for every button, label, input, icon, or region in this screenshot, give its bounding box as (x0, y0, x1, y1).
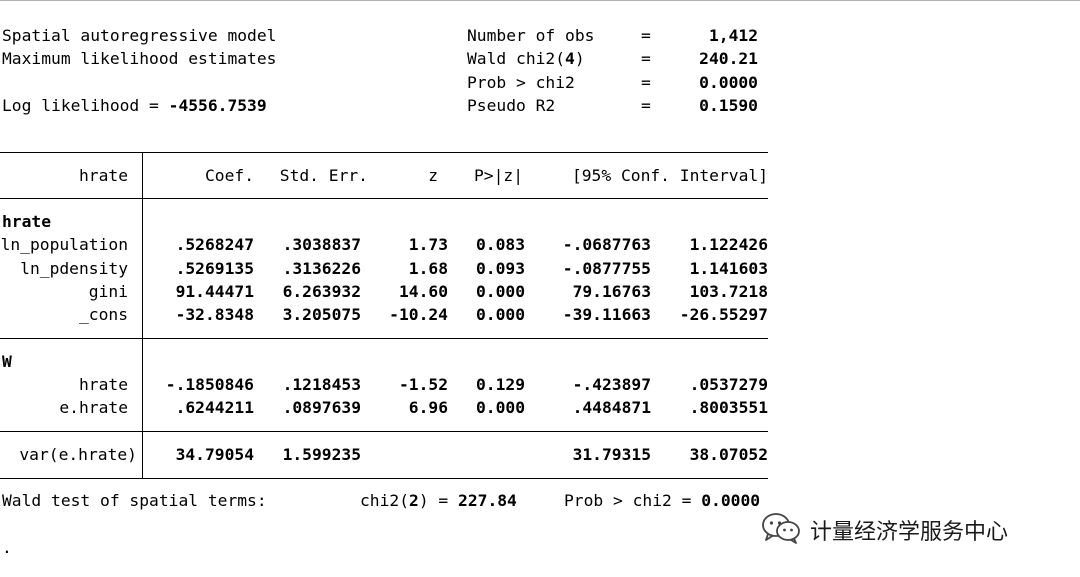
row-coef: .5269135 (175, 259, 254, 278)
table-bottom-rule (0, 478, 768, 479)
wald-test-chi2-close: ) = (418, 491, 459, 510)
command-prompt[interactable]: . (2, 538, 12, 557)
row-ci-lower: 79.16763 (572, 282, 651, 301)
row-ci-upper: 1.141603 (689, 259, 768, 278)
column-header-pvalue: P>|z| (473, 166, 523, 185)
model-title: Spatial autoregressive model (2, 26, 277, 45)
row-variable-name: ln_pdensity (20, 259, 128, 278)
table-top-rule (0, 152, 768, 153)
row-z: 1.73 (408, 235, 448, 254)
row-pvalue: 0.000 (475, 282, 525, 301)
wald-test-prob: Prob > chi2 = 0.0000 (564, 491, 760, 511)
row-coef: .5268247 (175, 235, 254, 254)
stat-label: Prob > chi2 (467, 73, 575, 92)
row-ci-lower: -.423897 (572, 375, 651, 394)
row-ci-lower: 31.79315 (572, 445, 651, 464)
column-header-z: z (428, 166, 438, 185)
row-pvalue: 0.129 (475, 375, 525, 394)
log-likelihood-label: Log likelihood = (2, 96, 169, 115)
wald-test-chi2-label: chi2( (360, 491, 410, 510)
wald-chi2-df: 4 (565, 49, 575, 68)
row-pvalue: 0.000 (475, 305, 525, 324)
row-variable-name: e.hrate (59, 398, 128, 417)
stat-equals: = (641, 96, 651, 115)
column-header-conf-interval: [95% Conf. Interval] (571, 166, 768, 185)
top-border (0, 0, 1080, 1)
row-stderr: 1.599235 (282, 445, 361, 464)
row-pvalue: 0.000 (475, 398, 525, 417)
row-variable-name: ln_population (0, 235, 128, 254)
stat-value: 0.0000 (699, 73, 758, 92)
log-likelihood: Log likelihood = -4556.7539 (2, 96, 267, 116)
row-coef: 34.79054 (175, 445, 254, 464)
row-coef: -32.8348 (175, 305, 254, 324)
table-header-rule (0, 198, 768, 199)
wald-test-chi2: chi2(2) = 227.84 (360, 491, 517, 511)
row-stderr: 6.263932 (282, 282, 361, 301)
row-z: 14.60 (398, 282, 448, 301)
section-divider-rule (0, 338, 768, 339)
row-stderr: 3.205075 (282, 305, 361, 324)
stat-value: 240.21 (699, 49, 758, 68)
row-ci-upper: 103.7218 (689, 282, 768, 301)
row-variable-name: gini (88, 282, 128, 301)
wechat-icon (760, 511, 802, 549)
column-header-coef: Coef. (204, 166, 254, 185)
row-variable-name: var(e.hrate) (19, 445, 137, 464)
row-ci-lower: -.0687763 (562, 235, 651, 254)
row-ci-upper: .0537279 (689, 375, 768, 394)
column-header-depvar: hrate (78, 166, 128, 185)
row-z: 1.68 (408, 259, 448, 278)
wald-test-label: Wald test of spatial terms: (2, 491, 267, 510)
row-stderr: .0897639 (282, 398, 361, 417)
row-variable-name: _cons (78, 305, 128, 324)
column-header-stderr: Std. Err. (279, 166, 368, 185)
row-pvalue: 0.083 (475, 235, 525, 254)
wald-chi2-label: Wald chi2( (467, 49, 566, 68)
row-stderr: .3136226 (282, 259, 361, 278)
row-stderr: .1218453 (282, 375, 361, 394)
section-label-w: W (2, 352, 12, 371)
stat-equals: = (641, 49, 651, 68)
wald-test-chi2-df: 2 (409, 491, 419, 510)
section-divider-rule (0, 431, 768, 432)
stat-value: 1,412 (708, 26, 758, 45)
stat-label: Pseudo R2 (467, 96, 556, 115)
row-ci-lower: -.0877755 (562, 259, 651, 278)
stat-equals: = (641, 73, 651, 92)
row-z: -1.52 (398, 375, 448, 394)
row-pvalue: 0.093 (475, 259, 525, 278)
wald-test-prob-value: 0.0000 (701, 491, 761, 510)
row-z: 6.96 (408, 398, 448, 417)
row-ci-upper: 1.122426 (689, 235, 768, 254)
row-variable-name: hrate (78, 375, 128, 394)
watermark: 计量经济学服务中心 (760, 512, 1008, 548)
row-z: -10.24 (389, 305, 448, 324)
wald-test-prob-label: Prob > chi2 = (564, 491, 702, 510)
log-likelihood-value: -4556.7539 (168, 96, 267, 115)
stat-label: Number of obs (467, 26, 595, 45)
row-ci-lower: .4484871 (572, 398, 651, 417)
row-ci-lower: -39.11663 (562, 305, 651, 324)
row-coef: .6244211 (175, 398, 254, 417)
row-ci-upper: -26.55297 (679, 305, 768, 324)
row-ci-upper: 38.07052 (689, 445, 768, 464)
estimation-method: Maximum likelihood estimates (2, 49, 277, 68)
row-coef: 91.44471 (175, 282, 254, 301)
watermark-text: 计量经济学服务中心 (810, 520, 1009, 545)
stat-equals: = (641, 26, 651, 45)
stat-label: Wald chi2(4) (467, 49, 585, 69)
wald-chi2-close: ) (574, 49, 585, 68)
wald-test-chi2-value: 227.84 (458, 491, 517, 510)
row-stderr: .3038837 (282, 235, 361, 254)
table-vertical-rule (142, 152, 143, 478)
row-ci-upper: .8003551 (689, 398, 768, 417)
section-label-hrate: hrate (2, 212, 52, 231)
stat-value: 0.1590 (699, 96, 758, 115)
row-coef: -.1850846 (165, 375, 254, 394)
